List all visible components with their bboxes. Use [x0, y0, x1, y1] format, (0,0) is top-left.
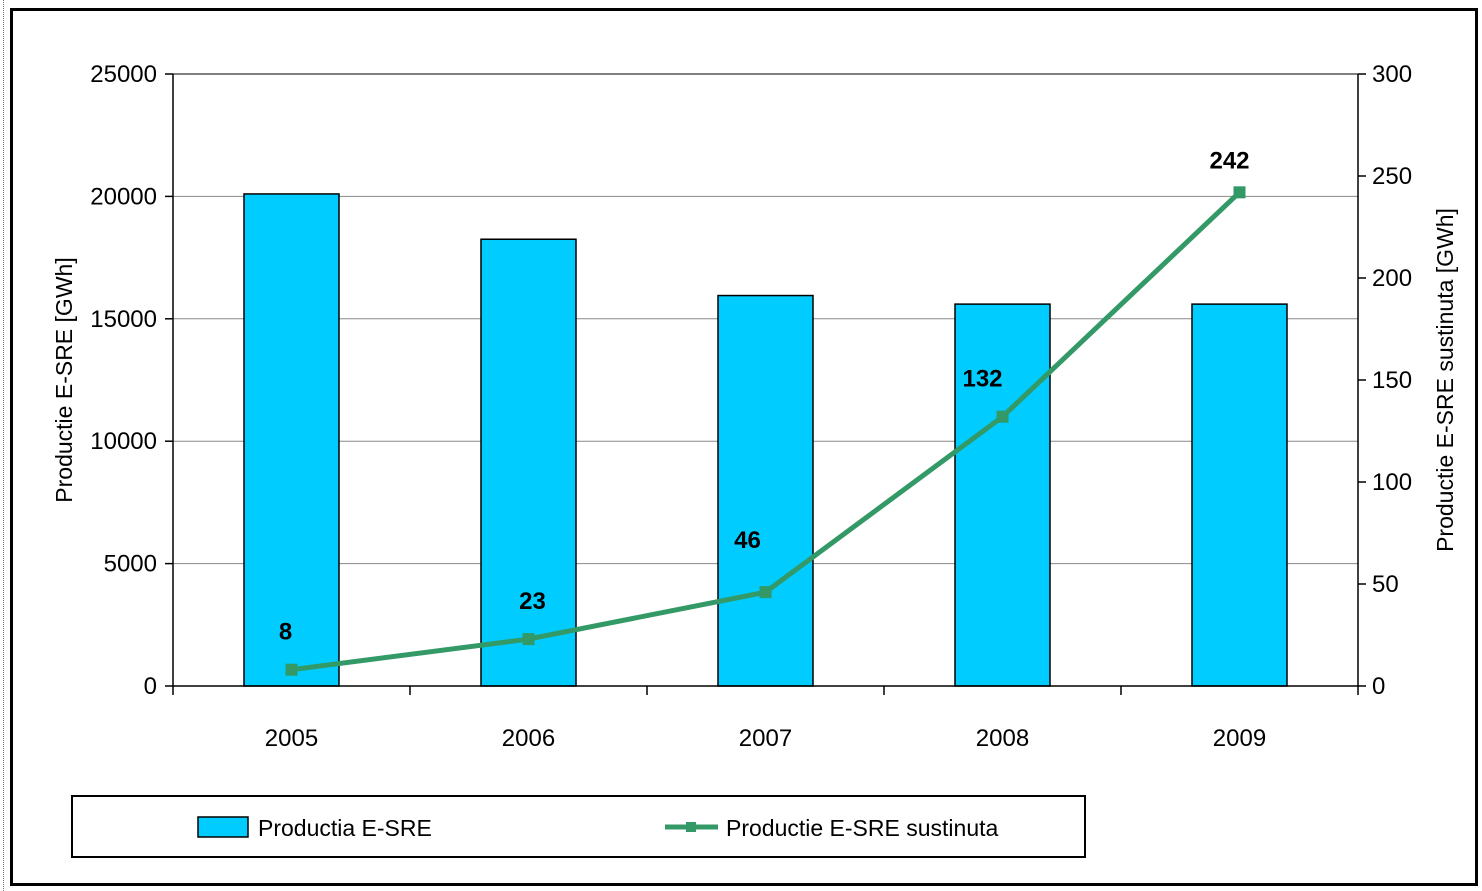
x-axis-ticks: 2005 2006 2007 2008 2009: [172, 686, 1359, 752]
line-series: [285, 186, 1246, 676]
bar-2007: [717, 294, 814, 687]
x-tick-label: 2006: [502, 725, 555, 752]
left-tick-label: 10000: [90, 428, 157, 455]
left-tick-label: 0: [144, 673, 157, 700]
left-tick-label: 15000: [90, 306, 157, 333]
x-tick-label: 2007: [739, 725, 792, 752]
right-tick-label: 200: [1372, 265, 1412, 292]
x-tick-label: 2009: [1213, 725, 1266, 752]
right-axis-ticks: 0 50 100 150 200 250 300: [1358, 61, 1412, 700]
right-tick-label: 250: [1372, 163, 1412, 190]
right-tick-label: 0: [1372, 673, 1385, 700]
x-tick-label: 2005: [265, 725, 318, 752]
line-marker-2007: [759, 586, 772, 599]
line-marker-2008: [996, 410, 1009, 423]
line-data-labels: 8 23 46 132 242: [279, 147, 1250, 645]
left-axis-title: Productie E-SRE [GWh]: [51, 257, 77, 502]
legend: Productia E-SRE Productie E-SRE sustinut…: [71, 795, 1086, 858]
legend-bar-swatch: [197, 816, 249, 838]
legend-line-marker: [686, 822, 696, 832]
bar-2008: [954, 303, 1051, 687]
line-marker-2009: [1233, 186, 1246, 199]
data-label-2007: 46: [734, 527, 761, 554]
bar-2009: [1191, 303, 1288, 687]
right-tick-label: 50: [1372, 571, 1399, 598]
x-tick-label: 2008: [976, 725, 1029, 752]
left-axis-ticks: 0 5000 10000 15000 20000 25000: [90, 61, 173, 700]
data-label-2006: 23: [519, 588, 546, 615]
legend-line-label: Productie E-SRE sustinuta: [726, 815, 999, 841]
left-tick-label: 25000: [90, 61, 157, 88]
page-edge-rule: [0, 0, 4, 891]
data-label-2009: 242: [1209, 147, 1249, 174]
line-marker-2005: [285, 663, 298, 676]
bar-series: [243, 193, 1288, 687]
data-label-2005: 8: [279, 619, 292, 646]
line-marker-2006: [522, 633, 535, 646]
bar-2006: [480, 238, 577, 687]
bar-2005: [243, 193, 340, 687]
left-tick-label: 5000: [104, 551, 157, 578]
right-tick-label: 300: [1372, 61, 1412, 88]
right-tick-label: 150: [1372, 367, 1412, 394]
data-label-2008: 132: [962, 366, 1002, 393]
left-tick-label: 20000: [90, 183, 157, 210]
right-tick-label: 100: [1372, 469, 1412, 496]
legend-bar-label: Productia E-SRE: [258, 815, 432, 841]
right-axis-title: Productie E-SRE sustinuta [GWh]: [1432, 208, 1458, 552]
